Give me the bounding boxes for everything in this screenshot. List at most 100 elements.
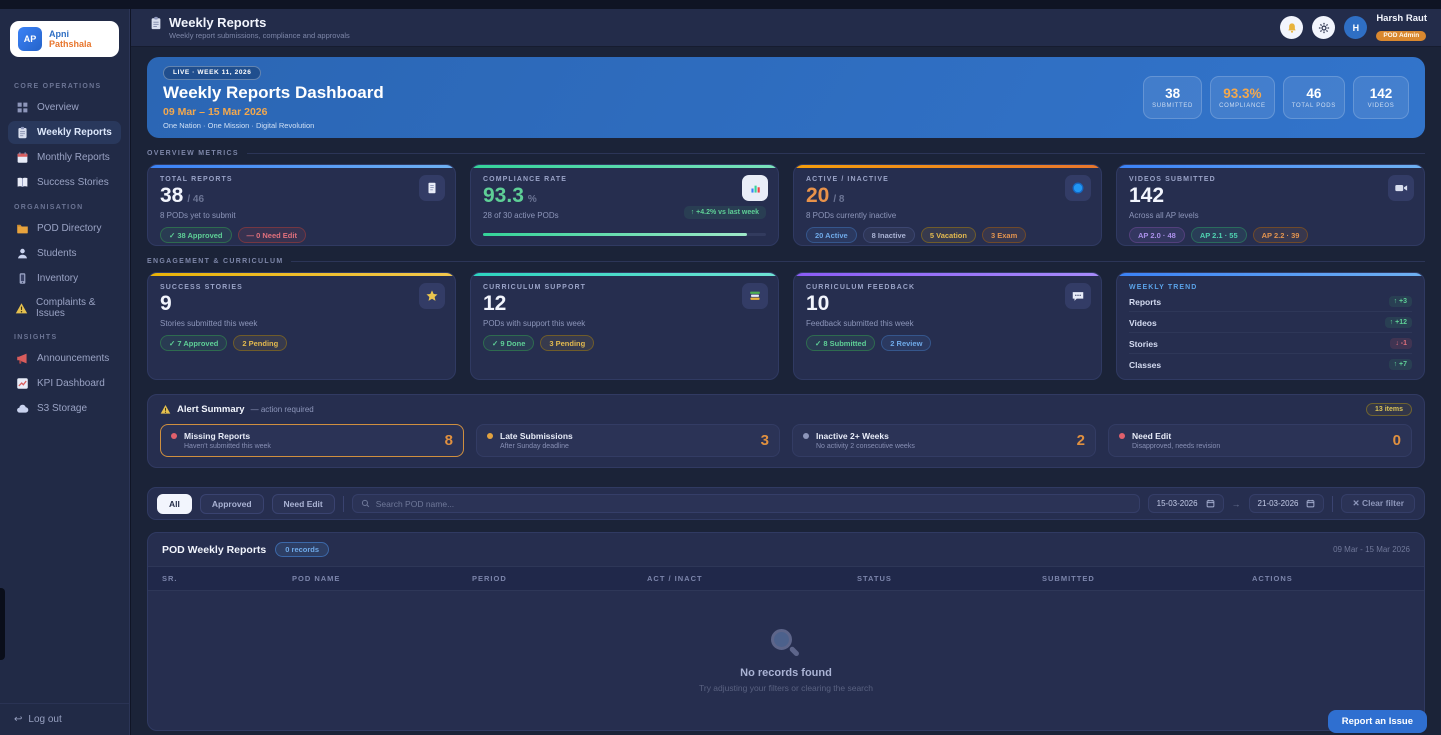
card-subtext: PODs with support this week: [483, 319, 586, 328]
alert-item-subtitle: After Sunday deadline: [500, 443, 569, 450]
alert-item-title: Missing Reports: [184, 431, 251, 441]
filter-tab-need-edit[interactable]: Need Edit: [271, 493, 335, 514]
gear-icon: [1318, 22, 1330, 34]
alert-summary-title: Alert Summary: [177, 404, 245, 415]
user-name: Harsh Raut: [1376, 13, 1427, 24]
date-to-input[interactable]: 21-03-2026: [1248, 494, 1325, 513]
hero-banner: LIVE · WEEK 11, 2026 Weekly Reports Dash…: [147, 57, 1425, 138]
alert-item-count: 2: [1076, 432, 1085, 449]
table-header-row: SR. POD NAME PERIOD ACT / INACT STATUS S…: [148, 566, 1424, 591]
status-badge: ✓ 7 Approved: [160, 335, 228, 351]
clipboard-icon: [15, 126, 29, 139]
date-range-arrow: →: [1231, 498, 1241, 509]
sidebar-item-monthly-reports[interactable]: Monthly Reports: [8, 146, 121, 169]
gray-dot-icon: [803, 433, 809, 439]
brand-initials: AP: [18, 27, 42, 51]
alert-item-subtitle: Haven't submitted this week: [184, 443, 271, 450]
search-field[interactable]: [351, 494, 1140, 513]
settings-button[interactable]: [1312, 16, 1336, 39]
card-subtext: Across all AP levels: [1129, 211, 1199, 220]
alert-item-subtitle: No activity 2 consecutive weeks: [816, 443, 915, 450]
card-value: 12: [483, 292, 507, 315]
date-from-input[interactable]: 15-03-2026: [1147, 494, 1224, 513]
sidebar-item-students[interactable]: Students: [8, 242, 121, 265]
hero-tagline: One Nation · One Mission · Digital Revol…: [163, 120, 315, 130]
sidebar-item-inventory[interactable]: Inventory: [8, 267, 121, 290]
card-weekly-trend: WEEKLY TREND Reports ↑ +3 Videos ↑ +12 S…: [1116, 272, 1425, 380]
hero-stat-submitted: 38 SUBMITTED: [1143, 76, 1203, 119]
user-role-badge: POD Admin: [1376, 30, 1427, 41]
clipboard-icon: [149, 16, 163, 30]
sidebar-section-core-operations: CORE OPERATIONS: [14, 83, 102, 90]
alert-need-edit[interactable]: Need Edit Disapproved, needs revision 0: [1108, 424, 1412, 457]
status-badge: AP 2.2 · 39: [1252, 227, 1309, 243]
records-count-badge: 0 records: [275, 542, 330, 557]
stat-label: SUBMITTED: [1152, 103, 1194, 109]
trend-row-classes: Classes ↑ +7: [1129, 354, 1412, 374]
empty-state-subtitle: Try adjusting your filters or clearing t…: [698, 682, 873, 693]
trend-name: Classes: [1129, 359, 1162, 370]
alert-item-subtitle: Disapproved, needs revision: [1132, 443, 1221, 450]
clear-filter-button[interactable]: ✕ Clear filter: [1341, 494, 1415, 513]
card-value: 20: [806, 184, 830, 207]
alert-inactive-weeks[interactable]: Inactive 2+ Weeks No activity 2 consecut…: [792, 424, 1096, 457]
sidebar-item-weekly-reports[interactable]: Weekly Reports: [8, 121, 121, 144]
trend-name: Stories: [1129, 338, 1158, 349]
stat-value: 38: [1165, 86, 1181, 101]
sidebar-item-kpi-dashboard[interactable]: KPI Dashboard: [8, 372, 121, 395]
compliance-progress-fill: [483, 233, 748, 236]
hero-date-range: 09 Mar – 15 Mar 2026: [163, 105, 268, 118]
trend-delta: ↑ +7: [1388, 359, 1412, 370]
red-dot-icon: [1119, 433, 1125, 439]
hero-stats: 38 SUBMITTED 93.3% COMPLIANCE 46 TOTAL P…: [1143, 76, 1409, 119]
sidebar-item-label: KPI Dashboard: [37, 378, 105, 389]
logout-button[interactable]: ↩ Log out: [0, 703, 129, 735]
student-icon: [15, 247, 29, 260]
alert-late-submissions[interactable]: Late Submissions After Sunday deadline 3: [476, 424, 780, 457]
status-badge: 8 Inactive: [862, 227, 915, 243]
page-header: Weekly Reports Weekly report submissions…: [131, 9, 1441, 47]
megaphone-icon: [15, 352, 29, 365]
sidebar-item-s3-storage[interactable]: S3 Storage: [8, 397, 121, 420]
column-header-pod-name: POD NAME: [292, 574, 341, 583]
calendar-icon: [1206, 499, 1215, 508]
card-label: COMPLIANCE RATE: [483, 176, 568, 183]
section-engagement-curriculum: ENGAGEMENT & CURRICULUM: [147, 258, 1425, 265]
card-videos-submitted: VIDEOS SUBMITTED 142 Across all AP level…: [1116, 164, 1425, 246]
book-icon: [15, 176, 29, 189]
star-icon: [419, 283, 445, 309]
stat-value: 142: [1369, 86, 1393, 101]
sidebar-item-label: Weekly Reports: [37, 127, 112, 138]
calendar-icon: [15, 151, 29, 164]
alert-missing-reports[interactable]: Missing Reports Haven't submitted this w…: [160, 424, 464, 457]
brand-logo[interactable]: AP Apni Pathshala: [10, 21, 119, 57]
bar-chart-icon: [742, 175, 768, 201]
brand-name-line1: Apni: [49, 28, 69, 39]
sidebar-item-success-stories[interactable]: Success Stories: [8, 171, 121, 194]
filter-tab-approved[interactable]: Approved: [199, 493, 264, 514]
column-header-act-inact: ACT / INACT: [647, 574, 703, 583]
grid-icon: [15, 101, 29, 114]
sidebar: AP Apni Pathshala CORE OPERATIONS Overvi…: [0, 9, 130, 735]
hero-stat-total-pods: 46 TOTAL PODS: [1282, 76, 1345, 119]
notifications-button[interactable]: [1280, 16, 1304, 39]
sidebar-item-pod-directory[interactable]: POD Directory: [8, 217, 121, 240]
sidebar-item-complaints-issues[interactable]: Complaints & Issues: [8, 292, 121, 324]
sidebar-item-announcements[interactable]: Announcements: [8, 347, 121, 370]
live-week-badge: LIVE · WEEK 11, 2026: [163, 65, 262, 80]
card-value: 93.3: [483, 184, 524, 207]
status-badge: 5 Vacation: [920, 227, 976, 243]
left-edge-tab: [0, 588, 5, 660]
engagement-row: SUCCESS STORIES 9 Stories submitted this…: [147, 272, 1425, 380]
sidebar-item-overview[interactable]: Overview: [8, 96, 121, 119]
report-issue-button[interactable]: Report an Issue: [1327, 710, 1427, 733]
trend-row-stories: Stories ↓ -1: [1129, 333, 1412, 354]
card-value-suffix: / 8: [833, 194, 845, 205]
card-label: WEEKLY TREND: [1129, 284, 1198, 291]
status-dot-icon: [1065, 175, 1091, 201]
filter-tab-all[interactable]: All: [157, 493, 192, 514]
card-subtext: 8 PODs yet to submit: [160, 211, 236, 220]
avatar[interactable]: H: [1344, 16, 1368, 39]
table-date-range: 09 Mar - 15 Mar 2026: [1333, 545, 1410, 554]
search-input[interactable]: [375, 498, 1131, 509]
